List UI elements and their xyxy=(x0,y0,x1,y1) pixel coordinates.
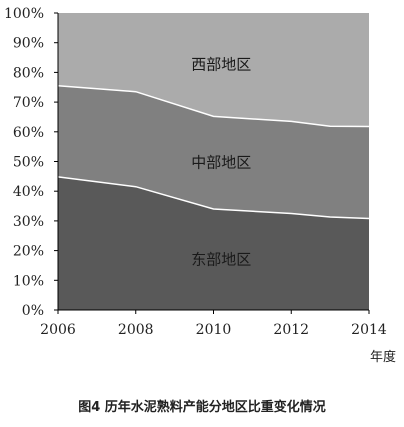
y-tick-label: 30% xyxy=(13,214,44,230)
series-boundary-line-2 xyxy=(57,85,370,128)
y-tick-label: 50% xyxy=(13,155,44,171)
region-labels: 东部地区 中部地区 西部地区 xyxy=(191,56,251,269)
y-tick-label: 40% xyxy=(13,184,44,200)
y-tick-label: 20% xyxy=(13,244,44,260)
region-label-2: 中部地区 xyxy=(191,154,251,172)
x-tick-label: 2006 xyxy=(40,322,76,338)
area-series-1 xyxy=(58,176,369,310)
y-tick-label: 60% xyxy=(13,125,44,141)
x-axis-unit-label: 年度 xyxy=(370,349,396,365)
y-tick-label: 90% xyxy=(13,36,44,52)
stacked-areas xyxy=(58,13,369,310)
series-boundaries xyxy=(57,85,370,220)
y-tick-label: 80% xyxy=(13,65,44,81)
y-tick-label: 0% xyxy=(22,303,44,319)
y-tick-label: 70% xyxy=(13,95,44,111)
region-label-3: 西部地区 xyxy=(191,56,251,74)
area-chart: 0%10%20%30%40%50%60%70%80%90%100% 2006 20… xyxy=(4,6,396,365)
area-series-2 xyxy=(58,85,369,219)
y-tick-label: 10% xyxy=(13,273,44,289)
x-tick-label: 2012 xyxy=(273,322,309,338)
area-series-3 xyxy=(58,13,369,127)
series-boundary-line-1 xyxy=(57,176,370,220)
y-tick-label: 100% xyxy=(4,6,44,22)
x-tick-label: 2014 xyxy=(351,322,387,338)
region-label-1: 东部地区 xyxy=(191,251,251,269)
x-tick-label: 2010 xyxy=(196,322,232,338)
x-axis-ticks: 2006 2008 2010 2012 2014 xyxy=(40,310,387,338)
figure-caption: 图4 历年水泥熟料产能分地区比重变化情况 xyxy=(78,400,326,415)
x-tick-label: 2008 xyxy=(118,322,154,338)
y-axis-ticks: 0% 10% 20% 30% 40% 50% 60% 70% 80% 90% 100% xyxy=(4,6,58,319)
